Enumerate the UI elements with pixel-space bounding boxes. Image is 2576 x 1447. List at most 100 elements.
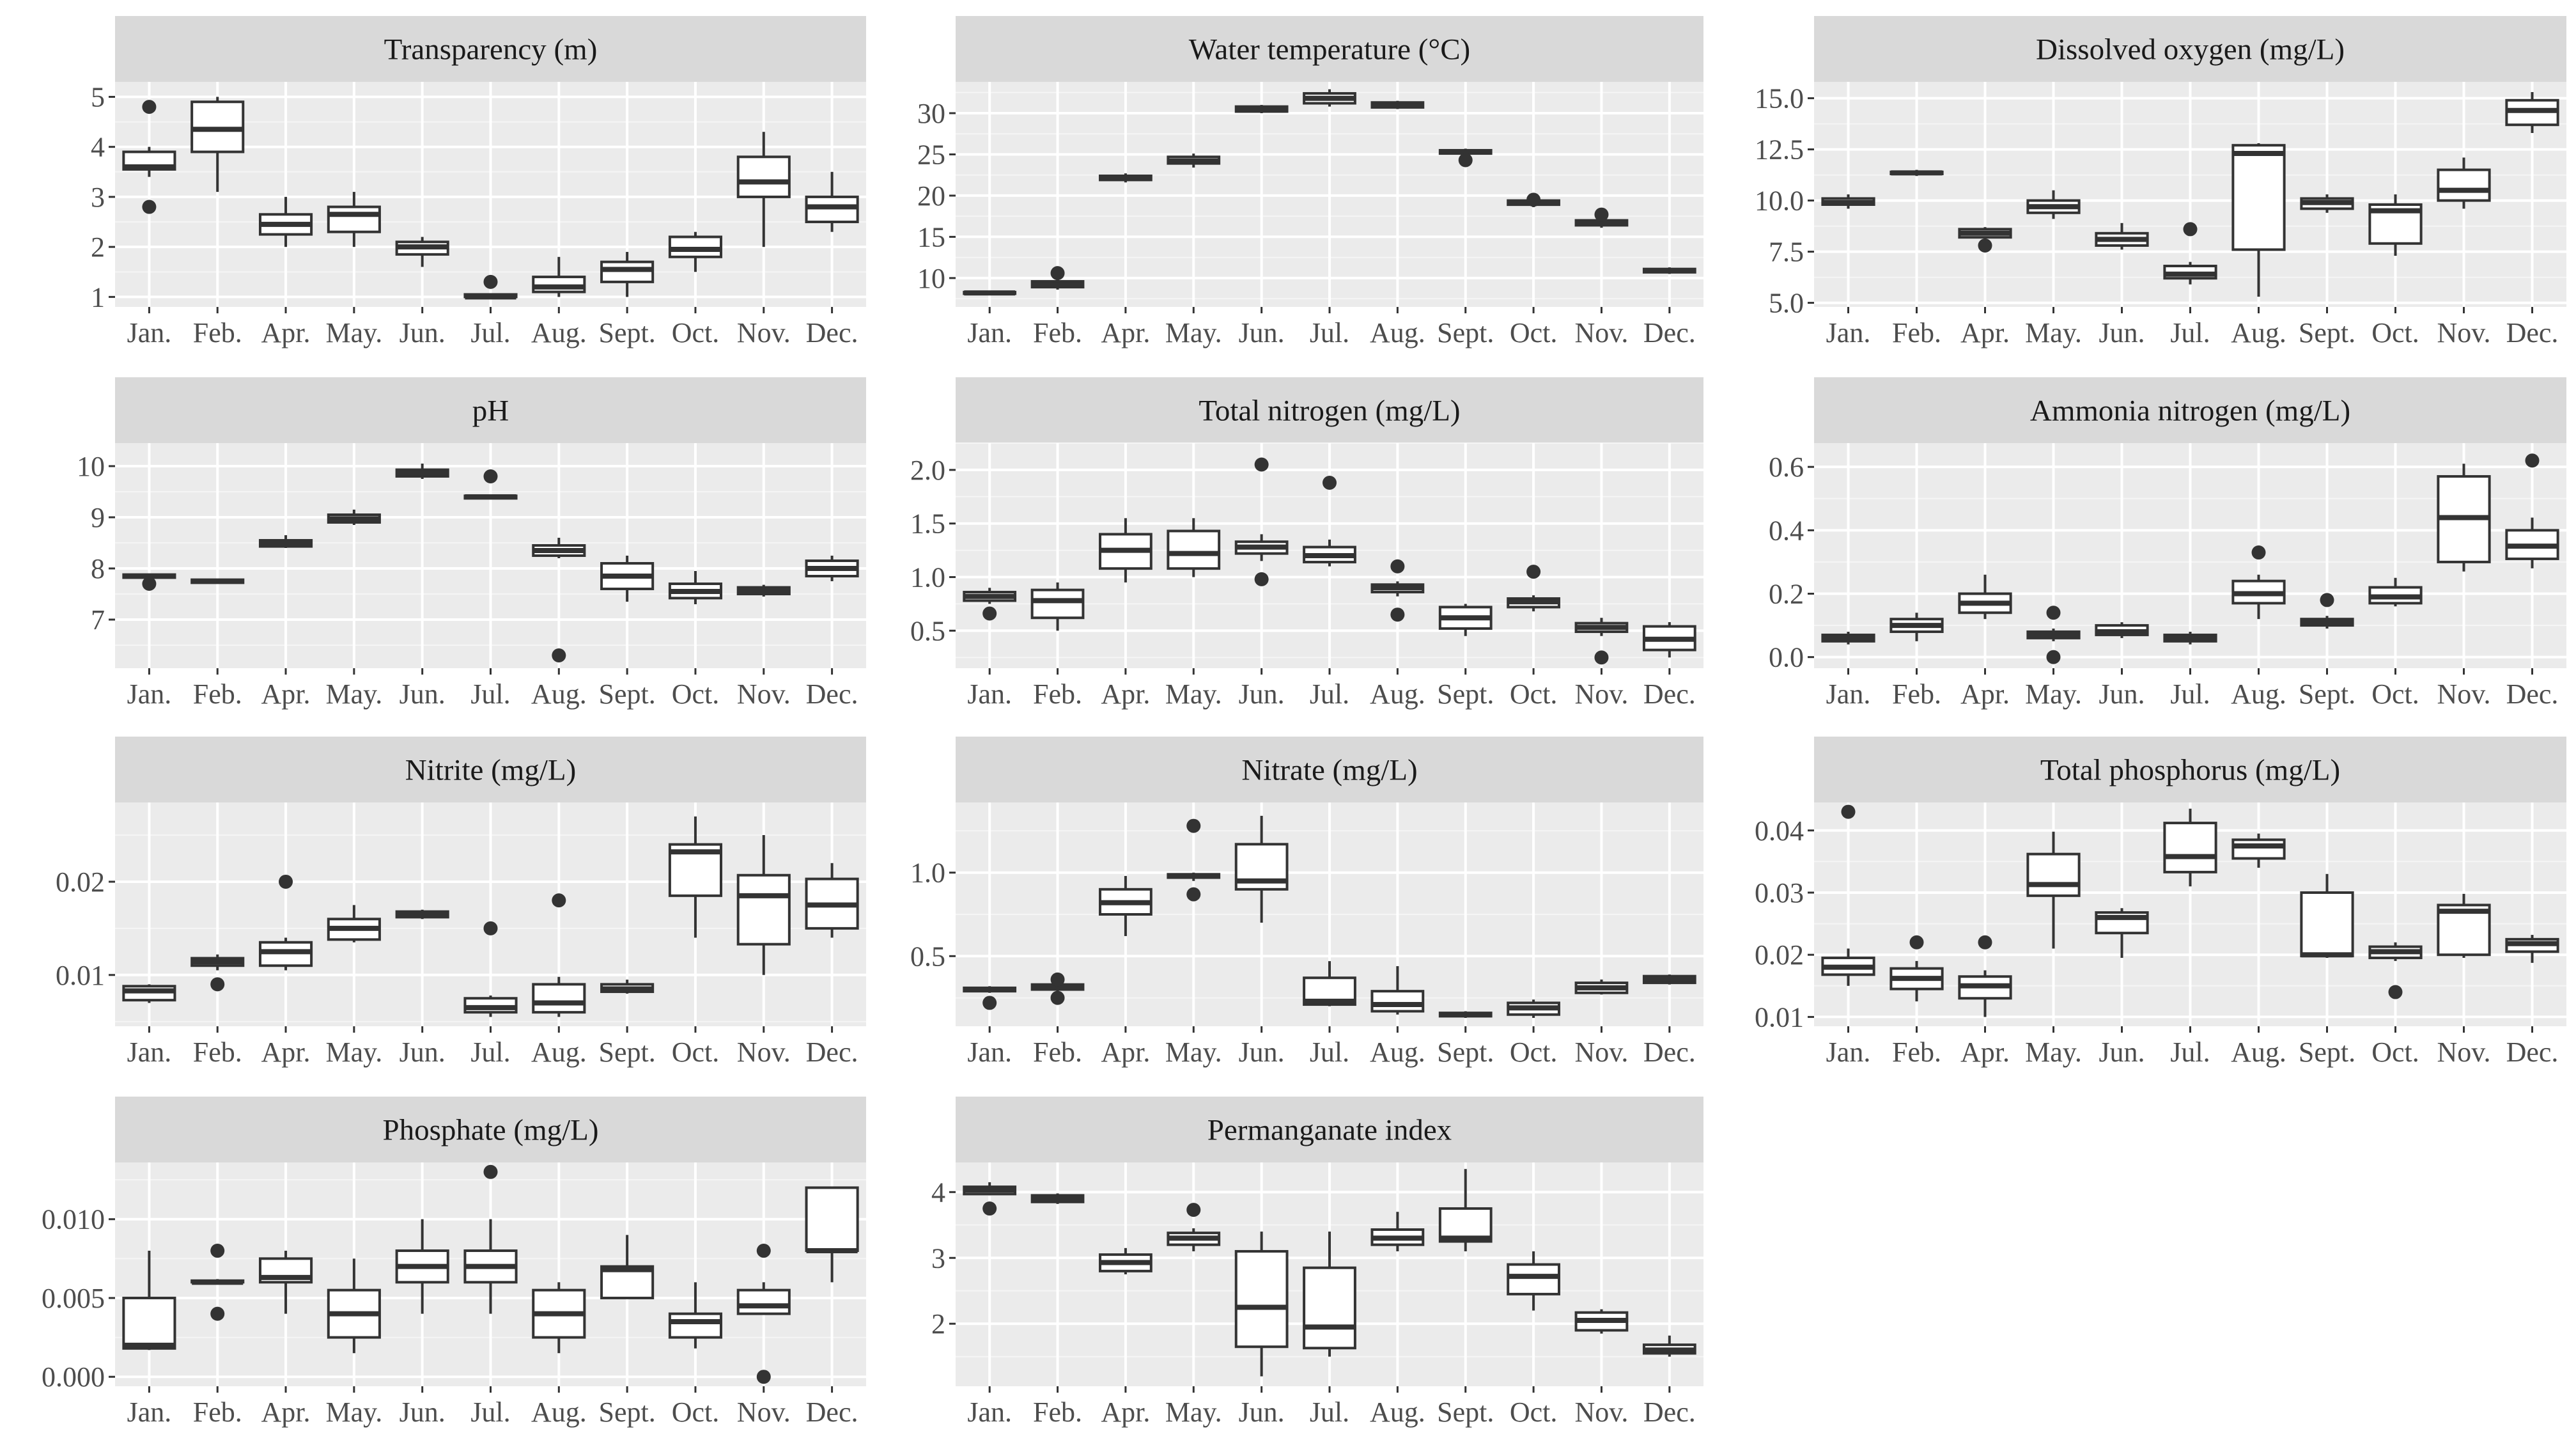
panel-title: Total phosphorus (mg/L)	[2040, 754, 2340, 787]
outlier-point	[2388, 985, 2403, 999]
y-tick-label: 0.5	[910, 615, 945, 646]
box-oct	[2368, 577, 2423, 607]
x-tick-label: May.	[1165, 1396, 1222, 1428]
y-tick-label: 12.5	[1755, 134, 1804, 166]
box-aug	[1370, 1212, 1425, 1251]
x-tick-label: May.	[325, 317, 382, 348]
outlier-point	[1050, 990, 1065, 1005]
y-tick-label: 5.0	[1769, 288, 1804, 319]
y-tick-label: 30	[917, 98, 945, 129]
box-jul	[2163, 808, 2217, 887]
y-tick-label: 9	[91, 502, 105, 533]
box-jun	[1234, 815, 1289, 923]
x-tick-label: Nov.	[1574, 1396, 1628, 1428]
x-tick-label: Jun.	[1239, 1036, 1285, 1068]
x-tick-label: Oct.	[1510, 1396, 1558, 1428]
x-tick-label: Feb.	[1033, 678, 1082, 710]
box-dec	[805, 863, 859, 938]
y-tick-label: 0.02	[1755, 939, 1804, 971]
x-tick-label: Dec.	[2506, 1036, 2559, 1068]
x-tick-label: Apr.	[261, 678, 311, 710]
x-tick-label: Oct.	[672, 1036, 720, 1068]
outlier-point	[279, 874, 293, 889]
y-tick-label: 10	[917, 263, 945, 294]
y-tick-label: 0.6	[1769, 451, 1804, 483]
outlier-point	[483, 274, 498, 289]
box-iqr	[668, 1312, 723, 1339]
box-sept	[600, 251, 655, 297]
box-feb	[1030, 972, 1085, 1005]
x-tick-label: Nov.	[1574, 1036, 1628, 1068]
x-tick-label: Dec.	[1643, 678, 1696, 710]
box-apr	[1958, 574, 2012, 620]
x-tick-label: Feb.	[1892, 1036, 1941, 1068]
x-tick-label: Aug.	[1370, 317, 1425, 348]
strip-background	[1814, 377, 2566, 443]
panel-title: Transparency (m)	[384, 33, 598, 66]
y-tick-label: 0.0	[1769, 642, 1804, 673]
x-tick-label: Jun.	[400, 678, 446, 710]
box-sept	[600, 980, 655, 994]
y-tick-label: 15.0	[1755, 83, 1804, 114]
x-tick-label: Oct.	[1510, 317, 1558, 348]
box-nov	[2437, 893, 2491, 958]
box-jul	[463, 469, 518, 500]
box-may	[1167, 153, 1221, 168]
strip-background	[1814, 737, 2566, 802]
box-nov	[1574, 207, 1629, 228]
box-jan	[1821, 194, 1875, 209]
box-dec	[2505, 92, 2559, 133]
y-tick-label: 0.02	[56, 866, 105, 898]
x-tick-label: May.	[1165, 317, 1222, 348]
y-tick-label: 10.0	[1755, 185, 1804, 217]
x-tick-label: Jun.	[400, 1396, 446, 1428]
box-aug	[2231, 545, 2286, 620]
outlier-point	[1390, 607, 1405, 622]
box-dec	[2505, 453, 2559, 568]
box-aug	[532, 893, 586, 1017]
outlier-point	[1186, 818, 1201, 833]
outlier-point	[552, 893, 566, 908]
box-jan	[963, 986, 1017, 1010]
y-tick-label: 5	[91, 81, 105, 113]
strip-background	[956, 1097, 1703, 1162]
x-tick-label: Sept.	[1437, 1396, 1494, 1428]
box-sept	[600, 556, 655, 602]
box-iqr	[1303, 1266, 1356, 1350]
box-may	[327, 905, 381, 943]
x-tick-label: Jun.	[1239, 1396, 1285, 1428]
box-nov	[736, 584, 791, 597]
y-tick-label: 10	[77, 451, 105, 482]
x-tick-label: Jul.	[1310, 317, 1349, 348]
outlier-point	[1841, 804, 1856, 819]
box-jun	[2095, 908, 2149, 958]
outlier-point	[1909, 935, 1924, 950]
x-tick-label: Jan.	[127, 1396, 172, 1428]
x-tick-label: May.	[325, 1036, 382, 1068]
box-iqr	[1370, 990, 1425, 1013]
panel-title: Ammonia nitrogen (mg/L)	[2030, 395, 2350, 428]
x-tick-label: Feb.	[1892, 317, 1941, 348]
x-tick-label: Jan.	[1826, 317, 1871, 348]
outlier-point	[982, 996, 997, 1010]
box-jun	[1234, 105, 1289, 113]
box-nov	[736, 835, 791, 975]
box-iqr	[327, 205, 381, 233]
box-sept	[1438, 1011, 1493, 1018]
box-iqr	[2163, 822, 2217, 873]
y-tick-label: 0.01	[1755, 1001, 1804, 1033]
outlier-point	[1186, 887, 1201, 902]
box-jun	[395, 237, 449, 267]
outlier-point	[1050, 266, 1065, 281]
x-tick-label: Jul.	[2170, 317, 2210, 348]
box-oct	[1507, 1251, 1560, 1311]
panel-title: pH	[472, 395, 509, 428]
x-tick-label: May.	[1165, 678, 1222, 710]
box-apr	[258, 874, 313, 971]
box-oct	[2368, 942, 2423, 999]
panel-title: Permanganate index	[1207, 1114, 1452, 1147]
box-jan	[1821, 804, 1875, 986]
box-sept	[600, 1235, 655, 1299]
box-iqr	[736, 873, 791, 946]
x-tick-label: Dec.	[1643, 1396, 1696, 1428]
